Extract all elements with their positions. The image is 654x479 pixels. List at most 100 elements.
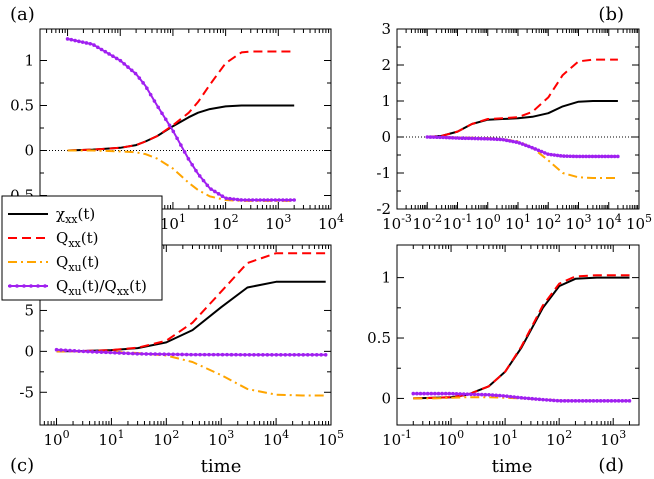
series-marker [126, 351, 131, 356]
series-marker [539, 149, 544, 154]
x-tick-label: 100 [475, 212, 501, 233]
series-marker [488, 137, 493, 141]
series-marker [77, 39, 81, 44]
series-group [411, 274, 632, 403]
series-marker [198, 352, 202, 357]
legend-marker [22, 284, 26, 288]
legend-item: Qxx(t) [8, 229, 98, 250]
series-marker [494, 393, 498, 398]
series-marker [562, 154, 566, 158]
x-tick-label: 101 [505, 212, 531, 233]
x-tick-label: 105 [626, 212, 652, 233]
legend-label: χxx(t) [56, 205, 95, 226]
series-marker [314, 353, 319, 357]
series-marker [433, 391, 437, 396]
series-marker [533, 147, 538, 151]
series-marker [476, 392, 480, 397]
panel-tag: (c) [10, 455, 34, 476]
series-marker [90, 349, 95, 354]
series-marker [157, 352, 162, 356]
series-marker [277, 198, 281, 202]
series-marker [273, 198, 278, 202]
series-marker [504, 138, 509, 143]
series-marker [515, 395, 520, 400]
series-marker [265, 353, 270, 357]
series-marker [425, 135, 430, 139]
series-marker [171, 352, 175, 357]
series-marker [505, 394, 509, 399]
series-marker [284, 198, 289, 202]
y-tick-label: 3 [381, 20, 391, 38]
panel-d: 10-1 100 101 102 103 0 0.5 1 (d) [367, 244, 640, 476]
series-marker [415, 391, 419, 396]
series-marker [247, 198, 251, 202]
series-marker [549, 152, 553, 157]
series-marker [114, 56, 119, 61]
series-marker [141, 81, 145, 85]
series-marker [234, 352, 238, 357]
x-tick-label: 101 [98, 428, 124, 449]
series-marker [129, 68, 134, 73]
series-marker [479, 392, 484, 397]
series-marker [533, 397, 538, 401]
series-marker [104, 350, 108, 355]
series-marker [224, 196, 228, 201]
series-marker [270, 353, 274, 357]
x-tick-label: 10-1 [382, 428, 412, 449]
series-marker [577, 399, 581, 403]
series-marker [205, 183, 210, 188]
series-marker [287, 353, 292, 357]
series-marker [59, 348, 63, 352]
series-marker [190, 162, 194, 167]
series-marker [527, 144, 531, 149]
series-marker [580, 399, 585, 403]
series-marker [148, 352, 153, 356]
series-marker [454, 136, 458, 140]
series-marker [182, 150, 187, 154]
series-marker [279, 353, 283, 357]
series-marker [310, 353, 315, 357]
legend-label: Qxx(t) [56, 229, 98, 250]
series-marker [133, 71, 138, 76]
series-marker [258, 198, 262, 202]
legend-marker [43, 284, 47, 288]
series-marker [444, 135, 449, 140]
series-marker [254, 198, 259, 202]
series-marker [86, 349, 90, 354]
series-marker [541, 397, 545, 402]
series-marker [612, 154, 617, 159]
series-marker [566, 399, 571, 403]
series-line [56, 252, 326, 353]
plot-frame [39, 244, 332, 426]
series-marker [558, 154, 563, 158]
series-marker [519, 396, 524, 400]
x-tick-label: 103 [265, 212, 291, 233]
series-marker [606, 399, 610, 403]
x-tick-label: 104 [318, 212, 344, 233]
series-marker [447, 391, 452, 396]
series-marker [207, 352, 211, 357]
series-line [413, 276, 630, 400]
series-marker [609, 154, 614, 159]
legend-marker [29, 284, 33, 288]
series-marker [460, 136, 464, 140]
y-tick-label: -2 [376, 200, 391, 218]
series-marker [501, 137, 506, 142]
series-marker [596, 154, 601, 159]
series-marker [238, 352, 243, 357]
series-marker [440, 391, 444, 396]
series-marker [288, 198, 293, 202]
series-marker [451, 391, 455, 396]
series-marker [256, 353, 261, 357]
y-tick-label: -1 [376, 164, 391, 182]
series-marker [490, 393, 495, 397]
series-marker [461, 392, 466, 396]
series-marker [216, 192, 221, 196]
series-marker [512, 395, 516, 399]
x-tick-label: 102 [153, 428, 179, 449]
series-marker [548, 398, 553, 402]
x-tick-label: 101 [160, 212, 186, 233]
series-marker [122, 62, 127, 66]
series-marker [202, 352, 207, 357]
